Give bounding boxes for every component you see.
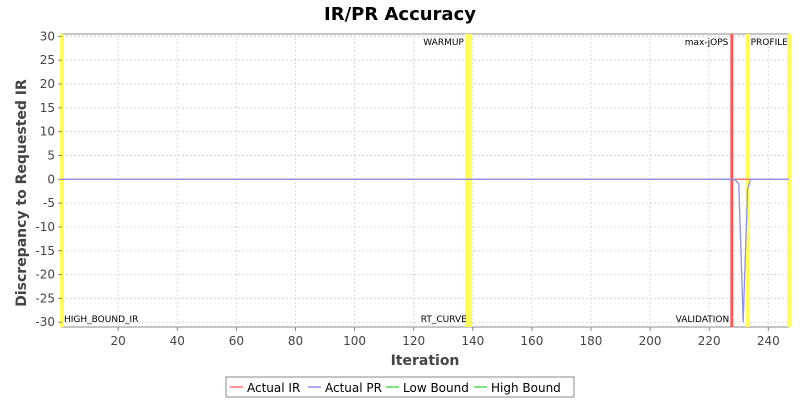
marker-lines: HIGH_BOUND_IR WARMUP RT_CURVE max-jOPS VALID… xyxy=(60,34,791,327)
x-tick-label: 120 xyxy=(402,334,425,348)
marker-label: RT_CURVE xyxy=(421,315,467,325)
y-tick-label: -5 xyxy=(43,196,55,210)
y-tick-label: -15 xyxy=(35,244,55,258)
legend-label: Low Bound xyxy=(403,381,469,395)
legend-label: Actual PR xyxy=(325,381,382,395)
x-tick-label: 100 xyxy=(343,334,366,348)
y-tick-label: -25 xyxy=(35,291,55,305)
marker-label: HIGH_BOUND_IR xyxy=(64,315,138,325)
legend-label: Actual IR xyxy=(247,381,300,395)
plot-area xyxy=(61,33,790,328)
series-line xyxy=(62,178,789,323)
x-tick-label: 240 xyxy=(757,334,780,348)
marker-label: PROFILE xyxy=(751,38,789,48)
x-tick-label: 160 xyxy=(520,334,543,348)
legend-box xyxy=(225,376,575,398)
series-lines xyxy=(62,178,789,323)
x-tick-label: 140 xyxy=(461,334,484,348)
y-tick-label: 20 xyxy=(40,77,55,91)
x-tick-label: 40 xyxy=(170,334,185,348)
y-tick-label: -10 xyxy=(35,220,55,234)
legend: Actual IR Actual PR Low Bound High Bound xyxy=(225,376,575,398)
legend-label: High Bound xyxy=(491,381,561,395)
y-tick-label: 0 xyxy=(47,172,55,186)
y-tick-label: 15 xyxy=(40,101,55,115)
y-tick-label: 5 xyxy=(47,148,55,162)
marker-label: max-jOPS xyxy=(685,38,729,48)
marker-label: WARMUP xyxy=(423,38,464,48)
x-tick-label: 80 xyxy=(288,334,303,348)
y-tick-label: 25 xyxy=(40,53,55,67)
x-tick-label: 60 xyxy=(229,334,244,348)
x-tick-label: 200 xyxy=(639,334,662,348)
y-tick-label: 30 xyxy=(40,29,55,43)
x-tick-label: 220 xyxy=(698,334,721,348)
y-tick-label: -30 xyxy=(35,315,55,329)
x-tick-label: 180 xyxy=(580,334,603,348)
y-axis-title: Discrepancy to Requested IR xyxy=(14,79,30,307)
y-tick-label: 10 xyxy=(40,125,55,139)
axes: 20 40 60 80 100 120 140 160 180 200 220 24030252015… xyxy=(35,29,779,348)
x-axis-title: Iteration xyxy=(391,353,460,369)
plot-frame xyxy=(61,33,790,328)
marker-label: VALIDATION xyxy=(676,315,730,325)
chart-title: IR/PR Accuracy xyxy=(324,4,476,25)
x-tick-label: 20 xyxy=(111,334,126,348)
y-tick-label: -20 xyxy=(35,268,55,282)
